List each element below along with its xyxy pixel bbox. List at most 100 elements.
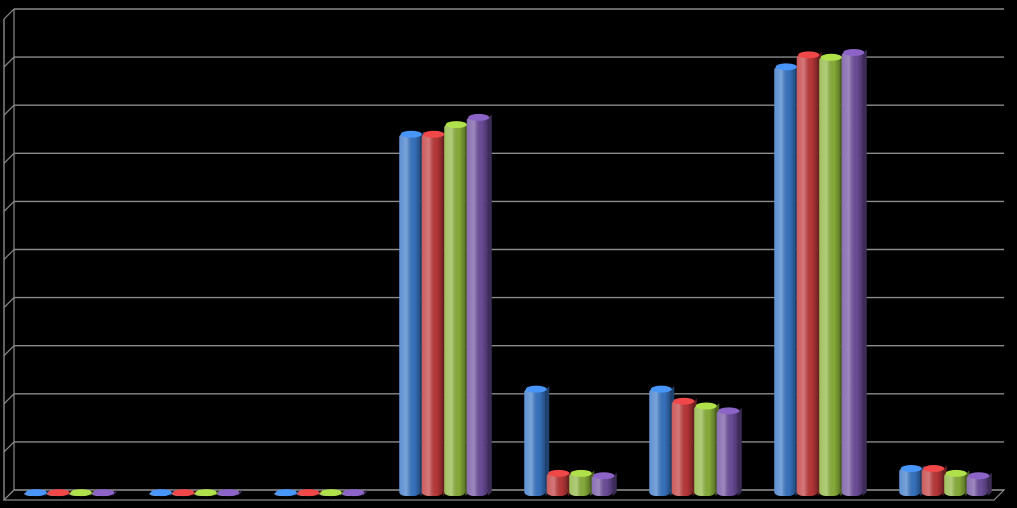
bar-top	[525, 385, 547, 393]
bar	[216, 489, 242, 497]
bar-shine	[649, 388, 671, 496]
bar-shine	[524, 388, 546, 496]
bar-shine	[944, 472, 966, 496]
bar-top	[275, 489, 297, 497]
bar	[149, 489, 175, 497]
bar-top	[423, 130, 445, 138]
bar	[194, 489, 220, 497]
bar	[524, 385, 550, 496]
bar-top	[843, 48, 865, 56]
bar-top	[718, 407, 740, 415]
bar-shine	[966, 474, 988, 496]
bar	[944, 469, 970, 496]
bar	[319, 489, 345, 497]
bar	[921, 465, 947, 496]
bar-shine	[546, 472, 568, 496]
bar-side	[862, 49, 867, 496]
bar	[46, 489, 72, 497]
bar-top	[593, 472, 615, 480]
bar	[69, 489, 95, 497]
bar-top	[343, 489, 365, 497]
bar-top	[673, 397, 695, 405]
bar-top	[150, 489, 172, 497]
bar	[819, 53, 845, 496]
bar-top	[48, 489, 70, 497]
bar	[341, 489, 367, 497]
gridline-depth	[3, 249, 15, 260]
bar-shine	[796, 53, 818, 496]
bar-side	[192, 489, 197, 496]
bar-side	[362, 489, 367, 496]
bar-shine	[899, 467, 921, 496]
bar-shine	[716, 409, 738, 496]
bar-side	[487, 114, 492, 496]
bar	[274, 489, 300, 497]
bar	[91, 489, 117, 497]
bar-top	[968, 472, 990, 480]
bar-top	[445, 121, 467, 129]
bar-side	[987, 472, 992, 496]
bar-side	[237, 489, 242, 496]
bar-top	[570, 469, 592, 477]
bar	[841, 48, 867, 496]
bar-shine	[444, 123, 466, 496]
bar-top	[93, 489, 115, 497]
bar	[24, 489, 50, 497]
bar	[466, 113, 492, 496]
bar	[546, 469, 572, 496]
bar-top	[548, 469, 570, 477]
bar-top	[695, 402, 717, 410]
bar-top	[195, 489, 217, 497]
bar-shine	[466, 116, 488, 496]
bar	[591, 472, 617, 496]
bar	[694, 402, 720, 496]
bar	[796, 51, 822, 496]
bar-side	[67, 489, 72, 496]
axes	[2, 9, 1006, 501]
bar-side	[170, 489, 175, 496]
bar-side	[295, 489, 300, 496]
bar-top	[798, 51, 820, 59]
bar-top	[298, 489, 320, 497]
bar-shine	[921, 467, 943, 496]
bar	[774, 63, 800, 496]
bar-side	[112, 489, 117, 496]
gridline-depth	[3, 104, 15, 116]
bar-top	[923, 465, 945, 473]
gridline-depth	[3, 200, 15, 212]
bar	[399, 130, 425, 496]
bar-top	[775, 63, 797, 71]
bar-side	[737, 407, 742, 496]
bar-side	[545, 386, 550, 496]
bar-side	[340, 489, 345, 496]
gridline-depth	[3, 297, 15, 309]
bar-top	[820, 53, 842, 61]
bar-shine	[671, 400, 693, 496]
bar-top	[320, 489, 342, 497]
bar-side	[612, 472, 617, 496]
bar	[716, 407, 742, 496]
bar-top	[900, 465, 922, 473]
bar-side	[317, 489, 322, 496]
bar	[421, 130, 447, 496]
bar-shine	[569, 472, 591, 496]
bar	[899, 465, 925, 496]
bar	[171, 489, 197, 497]
gridline-depth	[3, 8, 15, 20]
bars	[24, 48, 992, 497]
bar-side	[90, 489, 95, 496]
bar-top	[173, 489, 195, 497]
bar-shine	[694, 405, 716, 496]
gridline-depth	[3, 345, 15, 357]
bar	[671, 397, 697, 496]
bar-top	[218, 489, 240, 497]
bar-shine	[819, 56, 841, 496]
gridline-depth	[3, 441, 15, 453]
bar	[569, 469, 595, 496]
bar-side	[45, 489, 50, 496]
gridline-depth	[3, 56, 15, 68]
bar-side	[215, 489, 220, 496]
bar-top	[400, 130, 422, 138]
